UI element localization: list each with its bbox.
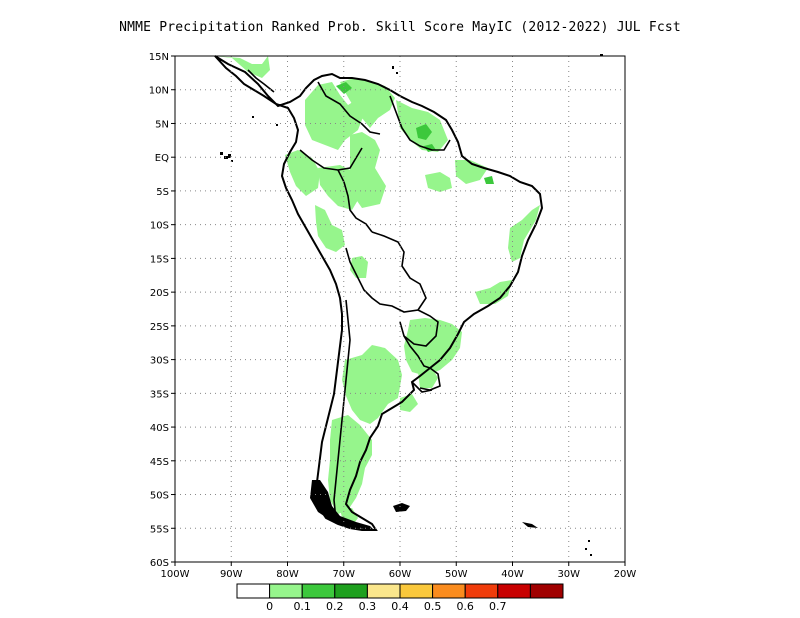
- skill-region-amazon: [350, 132, 386, 208]
- latitude-labels: 15N 10N 5N EQ 5S 10S 15S 20S 25S 30S 35S 40S 45S 50S 5…: [149, 52, 169, 569]
- colorbar-label: 0.2: [326, 600, 344, 613]
- lon-label: 40W: [501, 569, 524, 580]
- border-uruguay: [419, 367, 441, 391]
- small-island: [590, 554, 592, 556]
- colorbar-label: 0.5: [424, 600, 442, 613]
- lat-label: 10N: [149, 86, 169, 97]
- skill-region-dark-4: [484, 176, 494, 184]
- skill-region-paraguay: [404, 318, 462, 376]
- colorbar-swatch: [497, 583, 531, 599]
- colorbar-swatch: [464, 583, 499, 599]
- skill-region-venezuela: [340, 78, 395, 128]
- colorbar-swatch: [529, 583, 564, 599]
- colorbar-label: 0: [266, 600, 273, 613]
- south-georgia-island: [522, 522, 538, 528]
- small-island: [585, 548, 587, 550]
- skill-region-ecuador: [285, 150, 320, 196]
- colorbar-swatch: [334, 583, 368, 599]
- lon-label: 90W: [220, 569, 243, 580]
- galapagos-island: [231, 160, 233, 162]
- border-argentina-brazil: [403, 335, 431, 369]
- skill-region-argentina-south: [328, 415, 372, 514]
- lat-label: 25S: [150, 322, 169, 333]
- tierra-del-fuego: [310, 480, 374, 530]
- lon-label: 80W: [276, 569, 299, 580]
- islands: [220, 54, 603, 556]
- colorbar-label: 0.6: [456, 600, 474, 613]
- colorbar-labels: 0 0.1 0.2 0.3 0.4 0.5 0.6 0.7: [266, 600, 506, 613]
- river-plate: [411, 381, 433, 393]
- colorbar-label: 0.3: [359, 600, 377, 613]
- axis-ticks: [171, 55, 626, 566]
- small-island: [276, 124, 278, 126]
- small-island: [588, 540, 590, 542]
- colorbar-swatch: [301, 583, 336, 599]
- lat-label: 55S: [150, 524, 169, 535]
- colorbar-swatch: [399, 583, 434, 599]
- border-argentina-chile: [333, 299, 351, 521]
- longitude-labels: 100W 90W 80W 70W 60W 50W 40W 30W 20W: [161, 569, 637, 580]
- lat-label: 50S: [150, 491, 169, 502]
- lat-label: 10S: [150, 221, 169, 232]
- lat-label: 5N: [155, 119, 169, 130]
- colorbar-swatch: [269, 583, 303, 599]
- skill-fill-regions: [215, 56, 540, 526]
- skill-region-northwest: [305, 82, 365, 150]
- small-island: [600, 54, 603, 56]
- colorbar-label: 0.7: [489, 600, 507, 613]
- lat-label: 35S: [150, 389, 169, 400]
- small-island: [392, 66, 394, 69]
- colorbar-swatch: [432, 583, 466, 599]
- lat-label: 15S: [150, 254, 169, 265]
- border-guianas: [389, 95, 451, 151]
- skill-region-brazil-east: [508, 205, 540, 262]
- lat-label: 40S: [150, 423, 169, 434]
- skill-region-peru: [315, 205, 345, 252]
- falkland-islands: [393, 503, 410, 512]
- small-island: [252, 116, 254, 118]
- lat-label: 5S: [156, 187, 169, 198]
- lon-label: 60W: [389, 569, 412, 580]
- skill-region-colombia: [215, 56, 270, 78]
- lon-label: 30W: [557, 569, 580, 580]
- lon-label: 50W: [445, 569, 468, 580]
- galapagos-island: [228, 154, 231, 158]
- small-island: [396, 72, 398, 74]
- skill-region-amazon-east: [425, 172, 452, 192]
- border-venezuela-colombia: [317, 81, 381, 135]
- lon-label: 100W: [161, 569, 190, 580]
- central-america-coast: [247, 69, 275, 93]
- lat-label: 20S: [150, 288, 169, 299]
- colorbar-swatch: [366, 583, 401, 599]
- colorbar: [236, 583, 564, 599]
- galapagos-island: [220, 152, 223, 155]
- lat-label: 45S: [150, 457, 169, 468]
- skill-region-dark-1: [336, 82, 352, 94]
- skill-region-brazil-southeast: [475, 280, 512, 304]
- lat-label: 15N: [149, 52, 169, 63]
- colorbar-label: 0.4: [391, 600, 409, 613]
- skill-region-dark-2: [416, 124, 432, 140]
- lon-label: 70W: [332, 569, 355, 580]
- colorbar-swatch: [236, 583, 271, 599]
- skill-region-buenos-aires: [400, 394, 418, 412]
- gridlines: [175, 56, 625, 562]
- lon-label: 20W: [614, 569, 637, 580]
- lat-label: 30S: [150, 356, 169, 367]
- lat-label: EQ: [155, 153, 169, 164]
- map-title: NMME Precipitation Ranked Prob. Skill Sc…: [119, 20, 681, 35]
- lat-label: 60S: [150, 558, 169, 569]
- colorbar-label: 0.1: [293, 600, 311, 613]
- skill-region-argentina-central: [342, 345, 402, 424]
